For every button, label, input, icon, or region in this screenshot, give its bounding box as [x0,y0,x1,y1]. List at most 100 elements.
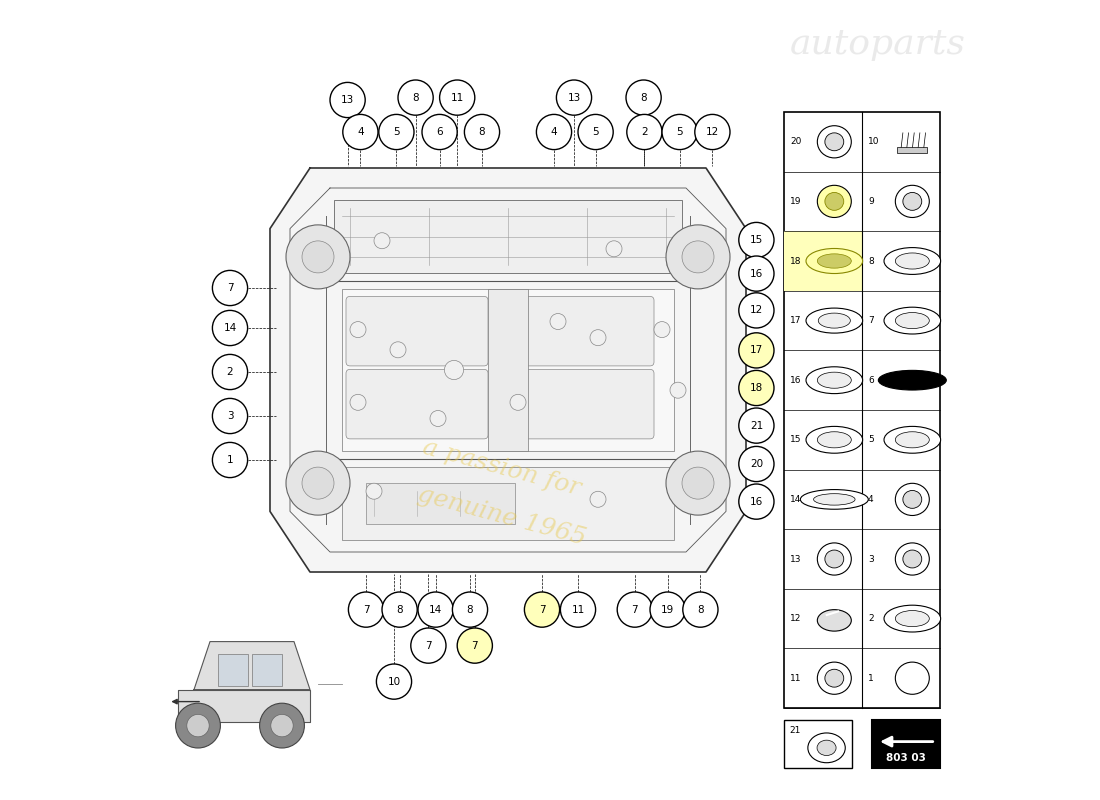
Text: 803 03: 803 03 [887,754,926,763]
Text: 20: 20 [750,459,763,469]
Circle shape [627,114,662,150]
Text: 8: 8 [868,257,873,266]
Bar [784,231,862,290]
Text: 13: 13 [341,95,354,105]
Ellipse shape [895,543,930,575]
FancyBboxPatch shape [512,297,654,366]
Text: 1: 1 [227,455,233,465]
Circle shape [550,314,566,330]
Ellipse shape [895,483,930,515]
Ellipse shape [817,254,851,268]
Circle shape [626,80,661,115]
Circle shape [590,330,606,346]
Text: 2: 2 [868,614,873,623]
Ellipse shape [878,370,946,390]
Text: 2: 2 [227,367,233,377]
Ellipse shape [903,550,922,568]
Circle shape [670,382,686,398]
Circle shape [739,408,774,443]
Circle shape [695,114,730,150]
Text: 11: 11 [451,93,464,102]
Circle shape [666,225,730,289]
Text: 12: 12 [790,614,802,623]
Ellipse shape [806,308,862,333]
Text: 7: 7 [227,283,233,293]
Text: 7: 7 [868,316,873,325]
Circle shape [350,322,366,338]
Circle shape [739,293,774,328]
Circle shape [666,451,730,515]
Circle shape [382,592,417,627]
Text: a passion for: a passion for [420,436,584,500]
Circle shape [410,628,446,663]
Circle shape [260,703,305,748]
Circle shape [650,592,685,627]
Circle shape [525,592,560,627]
Bar [218,654,249,686]
Ellipse shape [817,372,851,388]
Circle shape [271,714,294,737]
Ellipse shape [895,610,930,626]
Circle shape [398,80,433,115]
Bar [872,720,940,768]
Circle shape [739,370,774,406]
Ellipse shape [825,193,844,210]
Circle shape [343,114,378,150]
Text: 14: 14 [429,605,442,614]
Ellipse shape [818,313,850,328]
Circle shape [662,114,697,150]
Circle shape [654,322,670,338]
Text: 21: 21 [789,726,801,735]
Text: 16: 16 [750,497,763,506]
Text: 3: 3 [227,411,233,421]
FancyBboxPatch shape [346,297,488,366]
Ellipse shape [903,193,922,210]
Text: 17: 17 [750,346,763,355]
Text: 7: 7 [425,641,431,650]
Text: 6: 6 [437,127,443,137]
Circle shape [430,410,446,426]
Ellipse shape [825,133,844,150]
Text: 5: 5 [868,435,873,444]
Bar [342,289,674,451]
Ellipse shape [895,253,930,269]
Circle shape [350,394,366,410]
Text: 16: 16 [750,269,763,278]
Text: 8: 8 [640,93,647,102]
Text: 19: 19 [661,605,674,614]
Circle shape [444,360,463,380]
Ellipse shape [801,490,868,510]
Ellipse shape [895,186,930,218]
Circle shape [330,82,365,118]
Text: 10: 10 [868,138,880,146]
Polygon shape [178,690,310,722]
Text: 14: 14 [790,495,802,504]
Ellipse shape [884,307,940,334]
Ellipse shape [825,670,844,687]
Text: genuine 1965: genuine 1965 [416,482,588,550]
Text: 17: 17 [790,316,802,325]
Text: 7: 7 [363,605,370,614]
FancyBboxPatch shape [512,370,654,439]
Ellipse shape [895,313,930,329]
Ellipse shape [814,494,855,505]
Ellipse shape [817,186,851,218]
Ellipse shape [807,733,845,762]
Text: 20: 20 [790,138,802,146]
Text: 12: 12 [706,127,719,137]
Text: 4: 4 [358,127,364,137]
Circle shape [590,491,606,507]
Text: autoparts: autoparts [790,27,966,61]
Text: 11: 11 [790,674,802,682]
Circle shape [212,398,248,434]
Circle shape [418,592,453,627]
Circle shape [683,592,718,627]
Text: 14: 14 [223,323,236,333]
Circle shape [302,241,334,273]
Bar [252,654,282,686]
Circle shape [176,703,220,748]
Circle shape [739,256,774,291]
Text: 18: 18 [790,257,802,266]
Bar [366,483,516,524]
Ellipse shape [817,662,851,694]
